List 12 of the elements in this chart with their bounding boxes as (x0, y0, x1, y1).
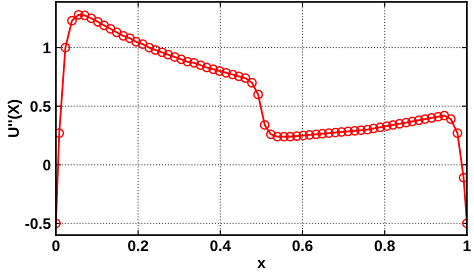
x-tick-label: 0.2 (128, 240, 148, 252)
x-tick-label: 0 (52, 240, 60, 252)
x-tick-label: 0.4 (210, 240, 231, 252)
x-tick-label: 0.6 (292, 240, 313, 252)
x-tick-label: 1 (464, 240, 471, 252)
y-tick-label: -0.5 (25, 218, 51, 230)
x-axis-title: x (257, 260, 266, 268)
y-tick-label: 0 (43, 160, 50, 170)
x-tick-label: 0.8 (374, 240, 395, 252)
y-axis-title: U''(X) (8, 100, 22, 137)
y-tick-label: 1 (44, 42, 51, 54)
y-tick-label: 0.5 (30, 101, 51, 112)
